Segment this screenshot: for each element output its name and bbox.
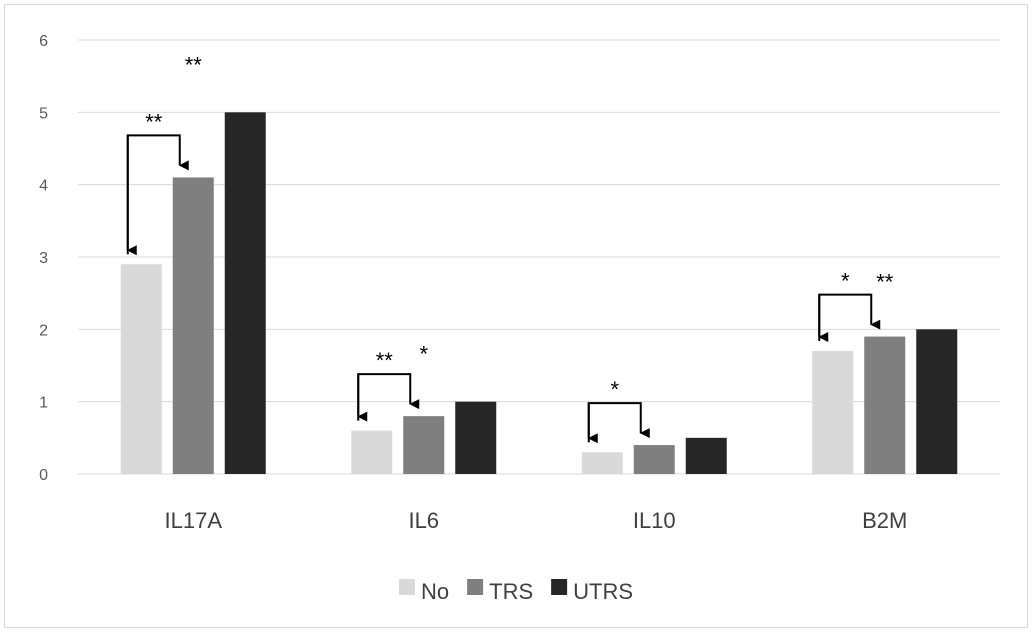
- y-tick-label: 1: [39, 395, 48, 412]
- significance-bracket: [818, 293, 881, 342]
- y-tick-label: 5: [39, 105, 48, 122]
- bar-utrs-il10: [685, 437, 727, 474]
- x-category-label: IL6: [408, 508, 439, 533]
- y-tick-label: 2: [39, 322, 48, 339]
- y-tick-label: 3: [39, 250, 48, 267]
- bar-utrs-il6: [455, 401, 497, 474]
- significance-bracket: [587, 402, 650, 443]
- bar-trs-il6: [403, 416, 445, 474]
- legend-swatch-no: [399, 579, 415, 595]
- legend-label-no: No: [421, 579, 449, 604]
- significance-bracket: [126, 134, 189, 255]
- bar-no-il10: [581, 452, 623, 474]
- legend-swatch-trs: [467, 579, 484, 595]
- significance-label: **: [145, 109, 163, 134]
- legend-label-utrs: UTRS: [573, 579, 633, 604]
- significance-bracket: [357, 373, 420, 421]
- bar-no-il17a: [120, 264, 162, 474]
- legend-swatch-utrs: [551, 579, 568, 595]
- bar-trs-il17a: [172, 177, 214, 474]
- legend-label-trs: TRS: [489, 579, 533, 604]
- x-category-label: IL10: [633, 508, 676, 533]
- x-category-label: B2M: [862, 508, 907, 533]
- y-tick-label: 0: [39, 467, 48, 484]
- significance-label: *: [841, 269, 850, 294]
- significance-label: **: [376, 348, 394, 373]
- significance-label: *: [419, 342, 428, 367]
- bar-utrs-b2m: [916, 329, 958, 474]
- y-tick-label: 4: [39, 178, 48, 195]
- bar-utrs-il17a: [224, 112, 266, 474]
- bar-no-il6: [351, 430, 393, 474]
- bar-no-b2m: [812, 351, 854, 474]
- y-tick-label: 6: [39, 33, 48, 50]
- bar-trs-b2m: [864, 336, 906, 474]
- bar-trs-il10: [633, 445, 675, 474]
- x-category-label: IL17A: [165, 508, 223, 533]
- significance-label: **: [876, 269, 894, 294]
- significance-label: **: [185, 52, 203, 77]
- significance-label: *: [610, 377, 619, 402]
